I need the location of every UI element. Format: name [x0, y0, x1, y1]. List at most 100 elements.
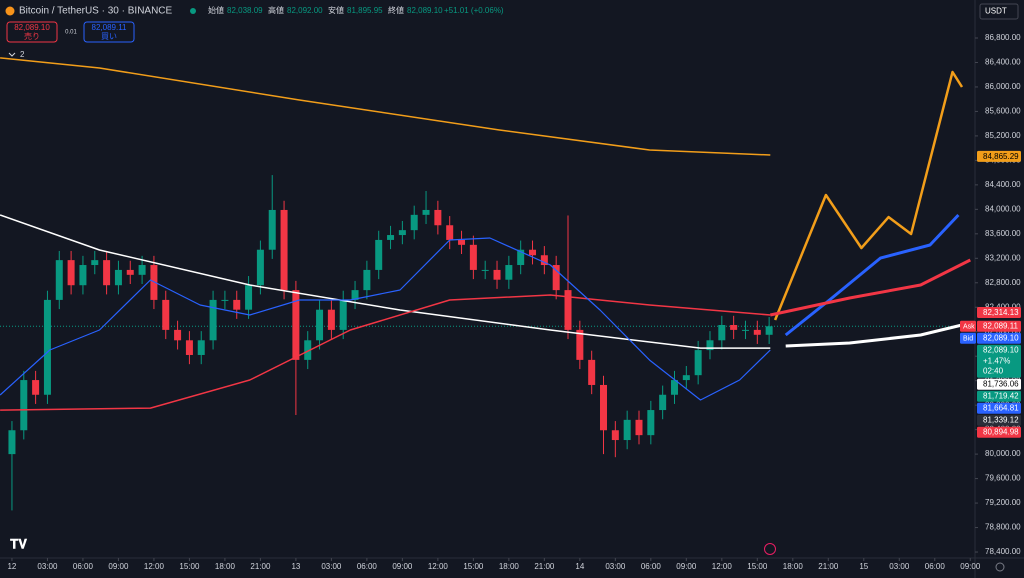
candle-body [292, 290, 300, 360]
candle-body [387, 235, 395, 240]
sell-button[interactable] [6, 21, 58, 43]
ohlc: 始値 82,038.09 高値 82,092.00 安値 81,895.95 終値 82,08… [208, 5, 504, 15]
candle-body [398, 230, 406, 236]
candle-body [647, 410, 655, 436]
x-tick-label: 21:00 [534, 562, 555, 571]
candle-body [256, 249, 264, 286]
candle-body [103, 260, 111, 286]
candle-body [174, 329, 182, 341]
price-tag-text: Ask [963, 323, 975, 330]
x-tick-label: 09:00 [960, 562, 981, 571]
sell-label: 売り [24, 31, 40, 41]
candle-body [245, 285, 253, 310]
y-tick-label: 86,800.00 [985, 33, 1021, 42]
candle-body [600, 384, 608, 431]
status-dot [190, 8, 196, 14]
y-tick-label: 86,000.00 [985, 82, 1021, 91]
settings-icon[interactable] [995, 562, 1005, 572]
ohlc-label: 終値 [388, 5, 404, 15]
price-label-text: 82,089.10 [983, 346, 1019, 355]
candle-body [529, 249, 537, 256]
buy-button[interactable] [83, 21, 135, 43]
x-tick-label: 12:00 [712, 562, 733, 571]
candle-body [20, 380, 28, 431]
buy-label: 買い [101, 32, 117, 41]
candle-body [79, 265, 87, 286]
candle-body [635, 419, 643, 436]
candle-body [576, 329, 584, 360]
overlay-line [785, 321, 971, 348]
x-tick-label: 14 [575, 562, 584, 571]
candle-body [138, 265, 146, 275]
price-label [977, 150, 1021, 162]
candle-body [55, 260, 63, 300]
price-label-text: 80,894.98 [983, 428, 1019, 437]
x-tick-label: 06:00 [357, 562, 378, 571]
candle-body [552, 265, 560, 291]
x-tick-label: 18:00 [215, 562, 236, 571]
x-tick-label: 18:00 [783, 562, 804, 571]
x-tick-label: 03:00 [889, 562, 910, 571]
candle-body [268, 209, 276, 250]
candle-body [67, 260, 75, 286]
y-tick-label: 82,800.00 [985, 278, 1021, 287]
candle-body [765, 326, 773, 335]
candle-body [150, 265, 158, 300]
currency-button[interactable] [979, 3, 1019, 20]
candle-body [753, 329, 761, 335]
sell-price: 82,089.10 [14, 23, 50, 32]
overlay-line [0, 57, 771, 156]
overlay-line [784, 213, 960, 337]
price-tag [960, 320, 976, 332]
event-icon[interactable] [764, 543, 776, 555]
candle-body [351, 290, 359, 300]
price-label-text: 84,865.29 [983, 152, 1019, 161]
candle-body [540, 255, 548, 266]
x-tick-label: 15:00 [747, 562, 768, 571]
candle-body [91, 260, 99, 266]
candle-body [422, 209, 430, 215]
y-tick-label: 84,400.00 [985, 180, 1021, 189]
candle-body [126, 269, 134, 275]
price-label-text: 81,736.06 [983, 380, 1019, 389]
y-tick-label: 83,200.00 [985, 253, 1021, 262]
candle-body [706, 340, 714, 351]
ohlc-label: 始値 [208, 5, 224, 15]
qty: 0.01 [65, 30, 77, 36]
x-tick-label: 03:00 [605, 562, 626, 571]
x-tick-label: 06:00 [73, 562, 94, 571]
currency: USDT [985, 7, 1007, 16]
price-tag-text: Bid [963, 335, 973, 342]
ohlc-value: 81,895.95 [347, 6, 383, 15]
price-label-text: 81,339.12 [983, 416, 1019, 425]
collapse-icon[interactable] [8, 52, 16, 57]
y-tick-label: 84,000.00 [985, 204, 1021, 213]
x-tick-label: 09:00 [392, 562, 413, 571]
candle-body [623, 419, 631, 441]
y-tick-label: 85,600.00 [985, 107, 1021, 116]
overlay-line [0, 237, 771, 401]
logo: 𝐓𝐕 [10, 536, 27, 551]
price-label-text: 82,089.11 [983, 322, 1019, 331]
y-tick-label: 82,400.00 [985, 302, 1021, 311]
x-tick-label: 15:00 [179, 562, 200, 571]
candle-body [221, 299, 229, 301]
price-label [977, 402, 1021, 414]
candle-body [694, 350, 702, 376]
x-tick-label: 09:00 [108, 562, 129, 571]
candle-body [280, 209, 288, 291]
price-label [977, 378, 1021, 390]
candle-body [517, 249, 525, 266]
overlay-line [773, 70, 964, 321]
price-label-text: 82,314.13 [983, 308, 1019, 317]
candle-body [481, 269, 489, 271]
candle-body [316, 309, 324, 341]
x-tick-label: 15 [859, 562, 868, 571]
candle-body [493, 269, 501, 280]
y-tick-label: 83,600.00 [985, 229, 1021, 238]
y-tick-label: 78,400.00 [985, 547, 1021, 556]
candle-body [185, 340, 193, 355]
x-tick-label: 15:00 [463, 562, 484, 571]
